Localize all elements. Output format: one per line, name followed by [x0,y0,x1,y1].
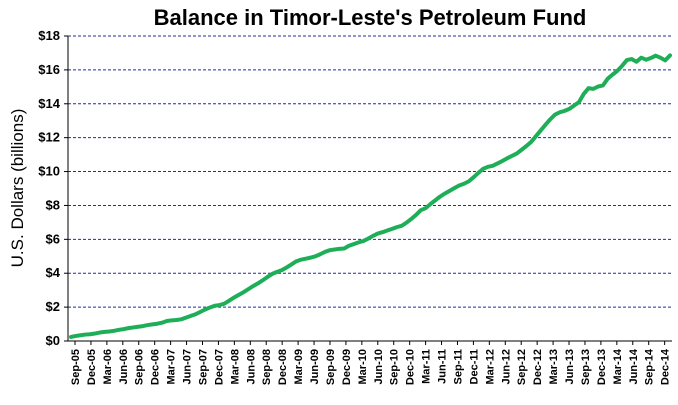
x-tick-label: Jun-11 [437,349,449,384]
x-tick-label: Jun-06 [118,349,130,384]
x-tick-label: Jun-10 [373,349,385,384]
x-tick-label: Jun-14 [628,348,640,384]
x-tick-label: Mar-12 [484,349,496,384]
grid-lines [68,35,672,308]
x-tick-label: Dec-12 [532,349,544,385]
y-tick-label: $4 [46,265,61,280]
series-layer [69,53,672,339]
y-tick-label: $16 [38,62,60,77]
y-tick-label: $2 [46,299,60,314]
x-tick-label: Mar-13 [548,349,560,384]
x-tick-label: Dec-14 [660,348,672,385]
x-tick-label: Mar-06 [102,349,114,384]
y-axis-ticks: $0 $2 $4 $6 $8 $10 $12 $14 $16 $18 [38,28,68,348]
y-tick-label: $0 [46,333,60,348]
x-tick-label: Sep-10 [389,349,401,385]
x-tick-label: Mar-14 [612,348,624,384]
x-tick-label: Dec-10 [405,349,417,385]
x-tick-label: Sep-06 [134,349,146,385]
x-tick-label: Sep-08 [261,349,273,385]
axes [67,36,672,342]
y-tick-label: $14 [38,96,60,111]
chart-title: Balance in Timor-Leste's Petroleum Fund [154,5,587,30]
y-tick-label: $6 [46,231,60,246]
x-tick-label: Sep-05 [70,349,82,385]
y-axis-title: U.S. Dollars (billions) [8,109,27,268]
x-tick-label: Dec-06 [150,349,162,385]
x-axis-ticks: Sep-05 Dec-05 Mar-06 Jun-06 Sep-06 Dec-06 Mar-… [70,341,672,385]
series-line [69,53,672,339]
x-tick-label: Mar-08 [229,349,241,384]
x-tick-label: Dec-13 [596,349,608,385]
x-tick-label: Mar-10 [357,349,369,384]
x-tick-label: Sep-13 [580,349,592,385]
x-tick-label: Dec-11 [468,349,480,384]
x-tick-label: Mar-11 [421,349,433,384]
x-tick-label: Sep-11 [452,349,464,384]
x-tick-label: Dec-09 [341,349,353,385]
x-tick-label: Mar-09 [293,349,305,384]
x-tick-label: Dec-05 [86,349,98,385]
y-tick-label: $12 [38,130,60,145]
x-tick-label: Jun-07 [182,349,194,384]
y-tick-label: $18 [38,28,60,43]
y-tick-label: $10 [38,164,60,179]
x-tick-label: Jun-13 [564,349,576,384]
y-tick-label: $8 [46,197,60,212]
x-tick-label: Dec-08 [277,349,289,385]
x-tick-label: Jun-09 [309,349,321,384]
x-tick-label: Sep-09 [325,349,337,385]
x-tick-label: Jun-12 [500,349,512,384]
x-tick-label: Dec-07 [213,349,225,385]
x-tick-label: Jun-08 [245,349,257,384]
x-tick-label: Sep-12 [516,349,528,385]
x-tick-label: Mar-07 [166,349,178,384]
x-tick-label: Sep-07 [197,349,209,385]
x-tick-label: Sep-14 [644,348,656,385]
